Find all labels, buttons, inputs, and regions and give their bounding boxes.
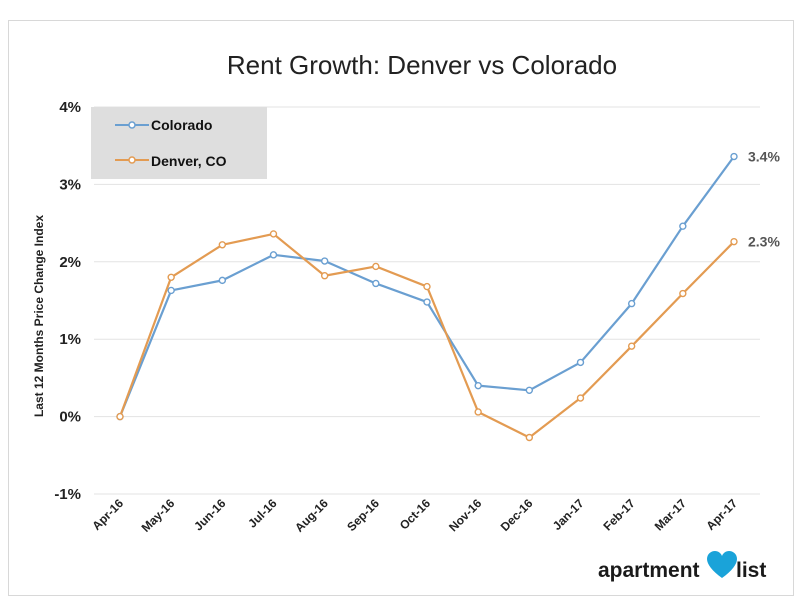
data-point-denver-co [679, 289, 687, 298]
x-tick-label: Apr-16 [89, 496, 126, 533]
brand-word-list: list [736, 559, 766, 582]
chart-title: Rent Growth: Denver vs Colorado [227, 50, 617, 80]
legend: Colorado Denver, CO [91, 107, 267, 179]
data-point-denver-co [474, 408, 482, 416]
data-point-colorado [576, 358, 585, 367]
x-tick-label: Sep-16 [344, 496, 382, 534]
y-tick-label: -1% [54, 486, 81, 503]
data-point-colorado [320, 257, 329, 265]
legend-colorado-label: Colorado [151, 117, 212, 133]
data-point-denver-co [167, 273, 175, 281]
legend-box [91, 107, 267, 179]
data-point-colorado [679, 222, 687, 230]
data-point-colorado [269, 251, 278, 259]
data-point-colorado [474, 381, 482, 390]
data-point-colorado [372, 279, 380, 288]
data-point-colorado [627, 299, 636, 308]
end-label-denver-co: 2.3% [748, 234, 780, 250]
data-point-colorado [525, 386, 534, 394]
data-point-denver-co [372, 262, 380, 271]
data-point-colorado [167, 286, 175, 295]
x-axis-ticks: Apr-16 May-16 Jun-16 Jul-16 Aug-16 Sep-16 Oct-… [89, 496, 740, 535]
data-point-colorado [218, 276, 227, 285]
y-tick-label: 1% [59, 331, 81, 348]
x-tick-label: Aug-16 [292, 496, 331, 535]
end-labels: 3.4% 2.3% [748, 149, 780, 250]
x-tick-label: Dec-16 [498, 496, 536, 534]
data-point-denver-co [116, 412, 124, 421]
legend-denver-marker [128, 156, 136, 164]
data-point-denver-co [218, 241, 227, 249]
y-tick-label: 4% [59, 99, 81, 116]
x-tick-label: Jul-16 [245, 496, 280, 531]
y-axis-ticks: -1% 0% 1% 2% 3% 4% [54, 99, 81, 503]
x-tick-label: Nov-16 [446, 496, 484, 534]
data-point-colorado [730, 152, 738, 161]
series-line-denver-co [118, 232, 735, 439]
data-point-denver-co [269, 230, 278, 238]
x-tick-label: May-16 [139, 496, 178, 535]
chart-frame: Rent Growth: Denver vs Colorado -1% 0% 1% 2… [8, 20, 794, 596]
heart-icon [707, 551, 737, 578]
y-tick-label: 3% [59, 176, 81, 193]
legend-denver-label: Denver, CO [151, 153, 227, 169]
data-point-denver-co [730, 237, 738, 246]
x-tick-label: Apr-17 [703, 496, 740, 533]
data-point-colorado [423, 298, 431, 306]
x-tick-label: Oct-16 [397, 496, 434, 533]
brand-logo: apartment list [598, 551, 766, 582]
x-tick-label: Jan-17 [550, 496, 587, 533]
line-chart: Rent Growth: Denver vs Colorado -1% 0% 1% 2… [32, 50, 780, 582]
y-tick-label: 2% [59, 254, 81, 271]
y-tick-label: 0% [59, 409, 81, 426]
end-label-colorado: 3.4% [748, 149, 780, 165]
y-axis-label: Last 12 Months Price Change Index [32, 215, 46, 417]
data-point-denver-co [423, 282, 431, 291]
series-lines [116, 152, 738, 442]
data-point-denver-co [525, 433, 534, 442]
x-tick-label: Jun-16 [191, 496, 228, 533]
legend-colorado-marker [128, 121, 136, 129]
data-point-denver-co [320, 272, 329, 280]
data-point-denver-co [627, 342, 636, 350]
x-tick-label: Mar-17 [652, 496, 689, 533]
data-point-denver-co [576, 394, 585, 402]
brand-word-apartment: apartment [598, 559, 700, 582]
x-tick-label: Feb-17 [601, 496, 638, 533]
